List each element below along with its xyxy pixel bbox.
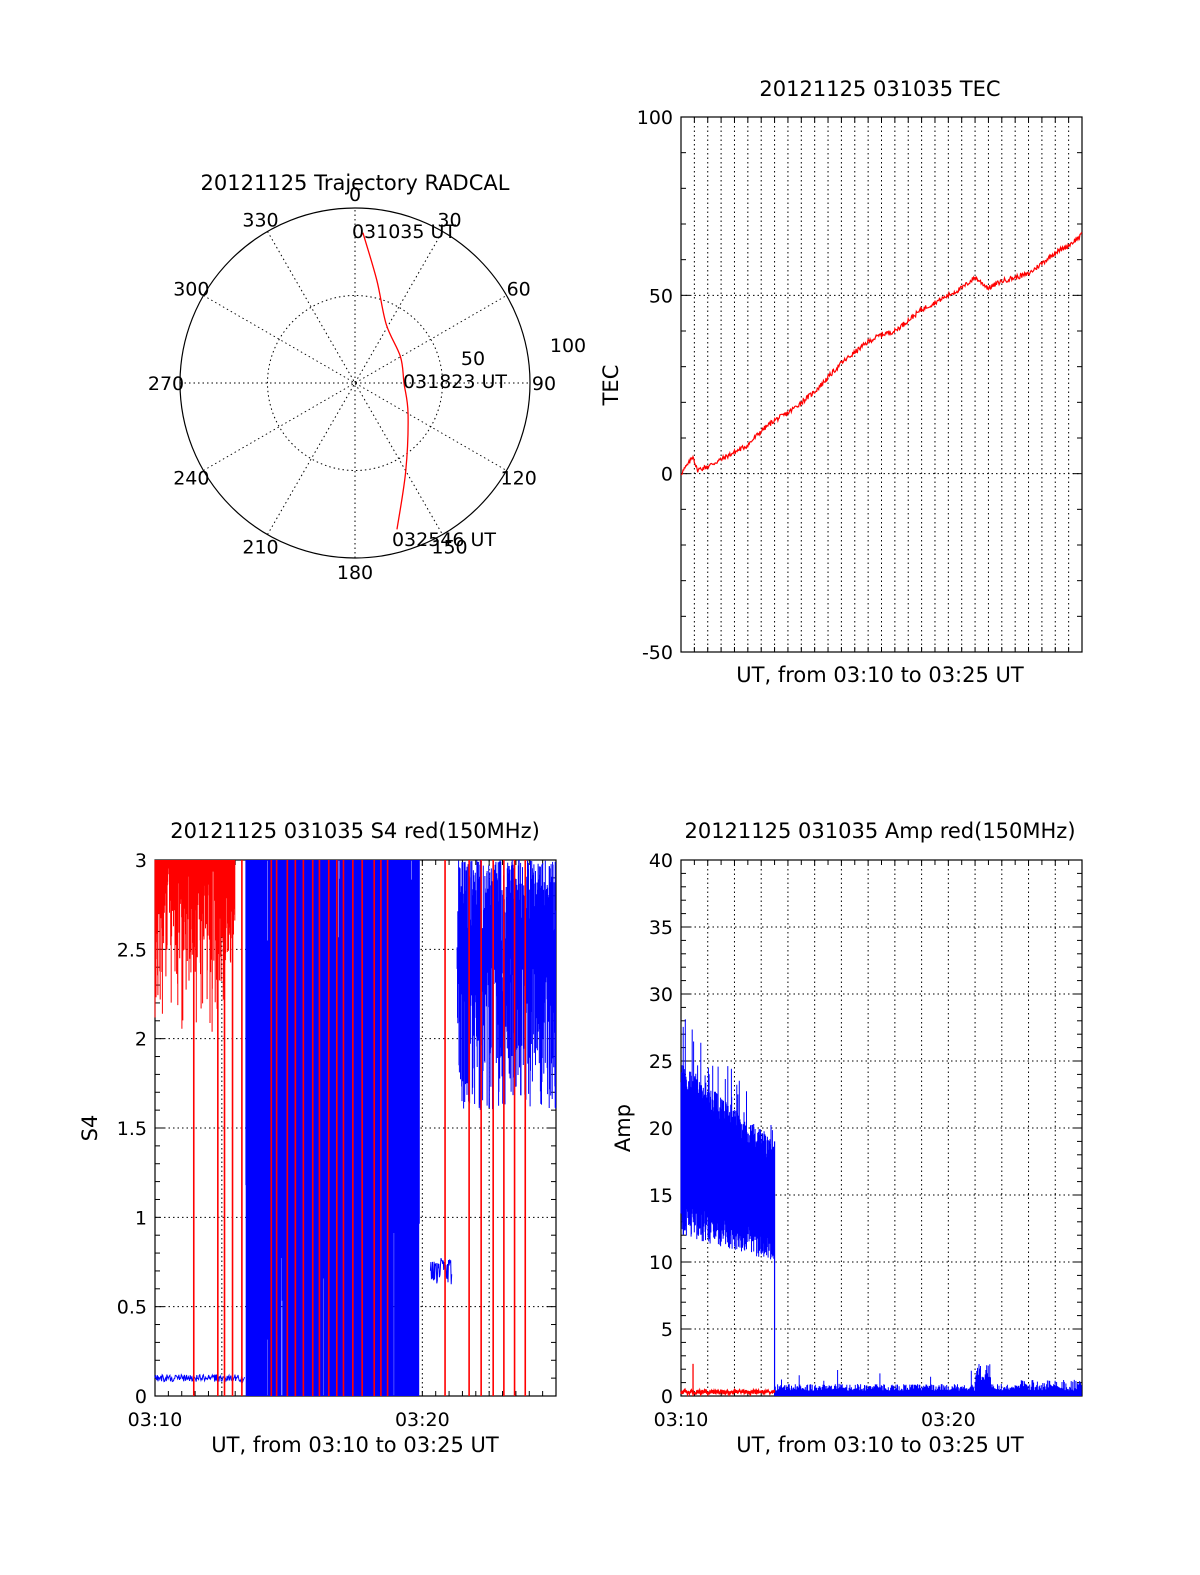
s4-ylabel: S4 xyxy=(78,1115,102,1142)
s4-blue-wiggle xyxy=(429,1257,453,1285)
tec-ytick-label: 0 xyxy=(661,464,673,486)
amp-xtick-label: 03:10 xyxy=(654,1409,709,1431)
tec-title: 20121125 031035 TEC xyxy=(759,77,1000,101)
polar-grid xyxy=(179,207,531,559)
amp-ytick-label: 25 xyxy=(649,1051,673,1073)
tec-xlabel: UT, from 03:10 to 03:25 UT xyxy=(736,663,1024,687)
polar-azimuth-label: 240 xyxy=(173,468,209,490)
tec-chart: 20121125 031035 TEC -50 0 50 100 UT, from 0… xyxy=(599,77,1083,687)
tec-ytick-label: -50 xyxy=(642,642,673,664)
tec-plot-frame xyxy=(680,116,1083,653)
s4-chart: 20121125 031035 S4 red(150MHz) 0 0.5 1 1.5 2… xyxy=(78,819,557,1457)
amp-red-series xyxy=(680,1387,776,1397)
polar-time-annotation: 032546 UT xyxy=(392,529,496,551)
s4-xtick-label: 03:10 xyxy=(128,1409,183,1431)
s4-blue-baseline xyxy=(154,1373,246,1384)
s4-xtick-label: 03:20 xyxy=(395,1409,450,1431)
s4-ytick-label: 2.5 xyxy=(117,939,147,961)
s4-ytick-label: 1.5 xyxy=(117,1118,147,1140)
s4-ytick-label: 0.5 xyxy=(117,1297,147,1319)
amp-ytick-label: 10 xyxy=(649,1252,673,1274)
trajectory-polar-chart: 20121125 Trajectory RADCAL 0 30 60 90 120 150… xyxy=(148,171,586,584)
s4-xlabel: UT, from 03:10 to 03:25 UT xyxy=(211,1433,499,1457)
polar-radial-label: 100 xyxy=(550,335,586,357)
s4-ytick-label: 2 xyxy=(135,1029,147,1051)
s4-ytick-label: 3 xyxy=(135,850,147,872)
amp-grid xyxy=(680,859,1083,1397)
polar-radial-label: 50 xyxy=(461,348,485,370)
amp-ytick-label: 35 xyxy=(649,917,673,939)
amp-chart: 20121125 031035 Amp red(150MHz) 0 5 10 15 20… xyxy=(611,819,1083,1457)
tec-tick-labels: -50 0 50 100 xyxy=(637,107,673,664)
amp-blue-dense-series xyxy=(680,1019,775,1260)
amp-xtick-label: 03:20 xyxy=(921,1409,976,1431)
polar-azimuth-label: 0 xyxy=(349,184,361,206)
s4-series xyxy=(154,860,557,1396)
amp-ytick-label: 30 xyxy=(649,984,673,1006)
amp-ylabel: Amp xyxy=(611,1104,635,1152)
polar-azimuth-labels: 0 30 60 90 120 150 180 210 240 270 300 330 50 100 xyxy=(148,184,586,584)
amp-series xyxy=(680,1019,1082,1397)
polar-time-annotation: 031035 UT xyxy=(352,221,456,243)
polar-azimuth-label: 60 xyxy=(507,279,531,301)
polar-azimuth-label: 90 xyxy=(532,373,556,395)
polar-azimuth-label: 120 xyxy=(501,468,537,490)
s4-title: 20121125 031035 S4 red(150MHz) xyxy=(170,819,540,843)
amp-ytick-label: 40 xyxy=(649,850,673,872)
polar-trajectory-line xyxy=(362,232,409,530)
amp-ytick-label: 15 xyxy=(649,1185,673,1207)
polar-azimuth-label: 210 xyxy=(242,537,278,559)
s4-ytick-label: 1 xyxy=(135,1207,147,1229)
amp-ytick-label: 0 xyxy=(661,1386,673,1408)
s4-blue-tail xyxy=(456,860,557,1110)
polar-azimuth-label: 270 xyxy=(148,373,184,395)
tec-grid xyxy=(680,116,1083,653)
amp-tick-labels: 0 5 10 15 20 25 30 35 40 03:10 03:20 xyxy=(649,850,976,1431)
tec-ytick-label: 100 xyxy=(637,107,673,129)
amp-ytick-label: 5 xyxy=(661,1319,673,1341)
trajectory-title: 20121125 Trajectory RADCAL xyxy=(201,171,510,195)
polar-azimuth-label: 300 xyxy=(173,279,209,301)
polar-azimuth-label: 150 xyxy=(431,537,467,559)
amp-ytick-label: 20 xyxy=(649,1118,673,1140)
amp-blue-tail xyxy=(774,1364,1082,1396)
polar-azimuth-label: 30 xyxy=(437,209,461,231)
polar-azimuth-label: 180 xyxy=(337,562,373,584)
tec-series-line xyxy=(680,232,1083,476)
tec-series xyxy=(680,232,1083,476)
polar-trajectory-series: 031035 UT 031823 UT 032546 UT xyxy=(352,221,507,551)
s4-red-dense-series xyxy=(154,860,236,1032)
amp-xlabel: UT, from 03:10 to 03:25 UT xyxy=(736,1433,1024,1457)
polar-time-annotation: 031823 UT xyxy=(403,371,507,393)
s4-tick-labels: 0 0.5 1 1.5 2 2.5 3 03:10 03:20 xyxy=(117,850,450,1431)
tec-ytick-label: 50 xyxy=(649,285,673,307)
amp-title: 20121125 031035 Amp red(150MHz) xyxy=(684,819,1075,843)
tec-ylabel: TEC xyxy=(599,365,623,407)
s4-ytick-label: 0 xyxy=(135,1386,147,1408)
polar-azimuth-label: 330 xyxy=(242,209,278,231)
